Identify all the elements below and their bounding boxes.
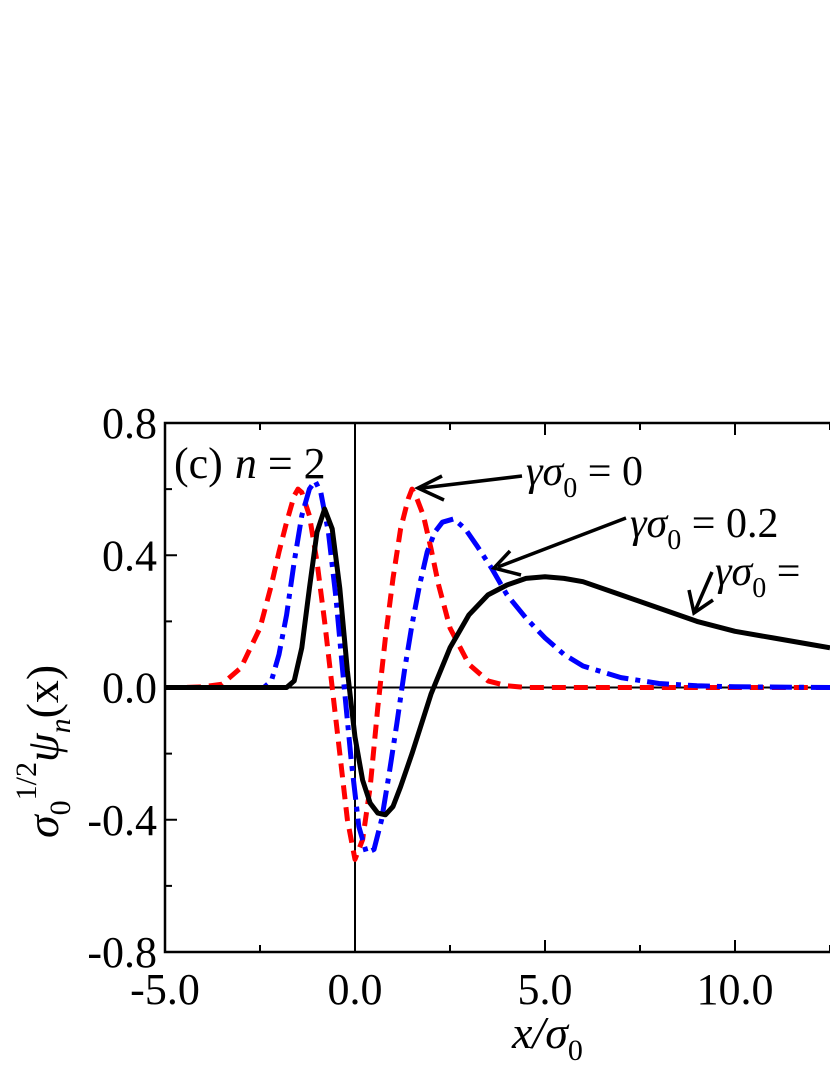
x-axis-label: x/σ0 [511,1007,583,1067]
annotation-gamma-02: γσ0 = 0.2 [630,501,778,556]
y-tick-label: -0.8 [87,928,157,977]
arrowhead-gamma-cut [687,589,714,616]
series-group [165,478,830,862]
x-tick-label: 0.0 [328,965,383,1014]
annotation-gamma-0: γσ0 = 0 [526,449,643,504]
y-tick-label: 0.0 [102,664,157,713]
axes [163,421,830,954]
series-line-0 [165,486,830,862]
series-line-2 [165,506,830,818]
arrowhead-gamma-02 [490,549,522,577]
series-line-1 [165,478,830,856]
arrowhead-gamma-0 [413,474,445,502]
annotation-arrows [413,474,714,616]
annotation-gamma-cut: γσ0 = [715,549,800,604]
panel-label: (c) n = 2 [174,439,326,488]
y-tick-label: 0.8 [102,399,157,448]
arrow-gamma-02 [497,516,627,569]
arrow-gamma-0 [421,474,523,490]
x-tick-label: -5.0 [130,965,200,1014]
tick-labels: -5.0 0.0 5.0 10.0 -0.8 -0.4 0.0 0.4 0.8 [87,399,773,1014]
y-tick-label: -0.4 [87,796,157,845]
y-axis-label: σ01/2ψn(x) [10,665,77,838]
x-tick-label: 10.0 [697,965,774,1014]
arrow-gamma-cut [693,571,714,612]
x-tick-label: 5.0 [518,965,573,1014]
y-tick-label: 0.4 [102,531,157,580]
